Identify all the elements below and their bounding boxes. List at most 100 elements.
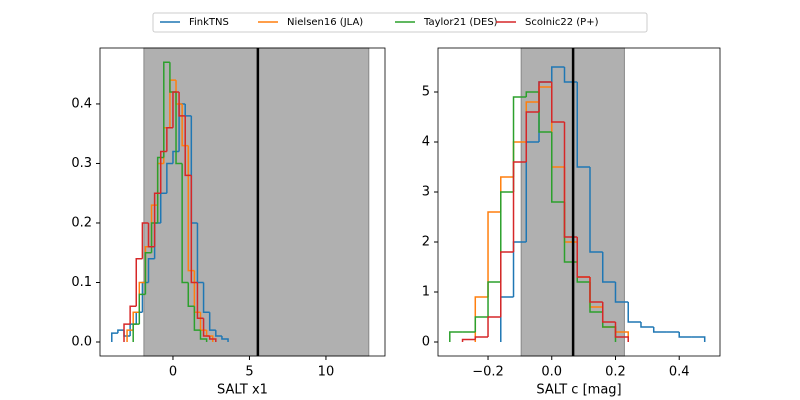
histogram-step <box>187 145 195 272</box>
histogram-step <box>512 161 527 252</box>
legend-label: FinkTNS <box>189 17 229 28</box>
y-tick-label: 1 <box>422 285 430 300</box>
histogram-step <box>147 222 155 248</box>
x-tick-label: 10 <box>318 365 335 380</box>
histogram-step <box>153 192 161 247</box>
histogram-step <box>525 111 540 162</box>
legend-label: Nielsen16 (JLA) <box>287 17 363 28</box>
histogram-step <box>208 312 216 331</box>
histogram-step <box>474 336 489 340</box>
x-axis-label: SALT x1 <box>217 383 268 398</box>
histogram-step <box>652 327 667 333</box>
histogram-step <box>172 150 180 164</box>
y-tick-label: 4 <box>422 135 430 150</box>
axes-frame <box>437 47 721 357</box>
histogram-step <box>187 282 195 308</box>
histogram-step <box>576 237 590 278</box>
y-tick-label: 0.0 <box>71 335 92 350</box>
histogram-step <box>193 306 201 331</box>
histogram-step <box>500 176 514 212</box>
histogram-step <box>576 82 590 168</box>
axes-frame <box>99 47 386 357</box>
histogram-step <box>190 175 198 284</box>
histogram-step <box>487 211 501 297</box>
histogram-step <box>678 332 692 338</box>
histogram-step <box>156 156 164 223</box>
histogram-step <box>135 257 143 307</box>
histogram-step <box>614 282 629 303</box>
histogram-step <box>166 127 173 152</box>
histogram-step <box>551 132 565 203</box>
histogram-step <box>449 331 463 342</box>
histogram-step <box>500 251 514 317</box>
legend-label: Scolnic22 (P+) <box>525 17 599 28</box>
histogram-step <box>202 318 210 337</box>
x-tick-label: 0 <box>169 365 177 380</box>
histogram-step <box>178 92 186 117</box>
histogram-step <box>141 222 149 259</box>
histogram-step <box>147 257 155 283</box>
histogram-step <box>601 252 616 283</box>
histogram-step <box>551 82 565 123</box>
histogram-step <box>474 316 489 332</box>
x-tick-label: 0.2 <box>605 365 626 380</box>
histogram-step <box>111 332 118 343</box>
histogram-step <box>159 150 167 194</box>
y-tick-label: 0 <box>422 335 430 350</box>
histogram-step <box>123 323 131 343</box>
histogram-step <box>132 323 140 343</box>
y-tick-label: 2 <box>422 235 430 250</box>
histogram-step <box>208 336 217 343</box>
legend: FinkTNS Nielsen16 (JLA) Taylor21 (DES) Scol… <box>160 17 599 28</box>
x-tick-label: −0.2 <box>472 365 504 380</box>
histogram-step <box>129 305 137 325</box>
y-tick-label: 0.2 <box>71 215 92 230</box>
x-tick-label: 0.0 <box>541 365 562 380</box>
histogram-step <box>538 81 552 112</box>
histogram-step <box>215 330 222 337</box>
histogram-step <box>221 336 229 343</box>
histogram-step <box>487 281 501 317</box>
histogram-step <box>601 302 616 323</box>
legend-label: Taylor21 (DES) <box>423 17 498 28</box>
histogram-step <box>525 91 540 97</box>
histogram-step <box>181 103 189 147</box>
y-tick-label: 0.4 <box>71 96 92 111</box>
histogram-step <box>175 92 183 165</box>
histogram-step <box>627 302 641 323</box>
histogram-step <box>126 329 134 343</box>
histogram-step <box>184 115 192 177</box>
histogram-step <box>500 191 514 282</box>
x-tick-label: 5 <box>245 365 253 380</box>
y-tick-label: 0.3 <box>71 156 92 171</box>
histogram-step <box>487 316 501 337</box>
histogram-step <box>589 167 603 253</box>
histogram-step <box>181 163 189 284</box>
histogram-step <box>551 66 565 82</box>
histogram-step <box>500 296 514 342</box>
histogram-step <box>461 338 476 342</box>
histogram-step <box>589 277 603 303</box>
histogram-step <box>150 222 158 253</box>
histogram-step <box>640 322 654 328</box>
y-tick-label: 5 <box>422 85 430 100</box>
shaded-span <box>143 47 370 357</box>
histogram-step <box>117 329 125 334</box>
histogram-step <box>512 96 527 192</box>
histogram-step <box>199 330 208 343</box>
histogram-step <box>172 91 180 128</box>
histogram-step <box>614 322 629 342</box>
y-tick-label: 3 <box>422 185 430 200</box>
histogram-step <box>138 293 146 325</box>
x-tick-label: 0.4 <box>669 365 690 380</box>
histogram-step <box>474 296 489 342</box>
histogram-step <box>196 282 204 319</box>
x-axis-label: SALT c [mag] <box>536 383 621 398</box>
histogram-step <box>166 162 173 194</box>
histogram-step <box>144 251 152 295</box>
histogram-step <box>163 61 170 158</box>
histogram-step <box>202 282 210 314</box>
histogram-step <box>691 336 706 342</box>
y-tick-label: 0.1 <box>71 275 92 290</box>
